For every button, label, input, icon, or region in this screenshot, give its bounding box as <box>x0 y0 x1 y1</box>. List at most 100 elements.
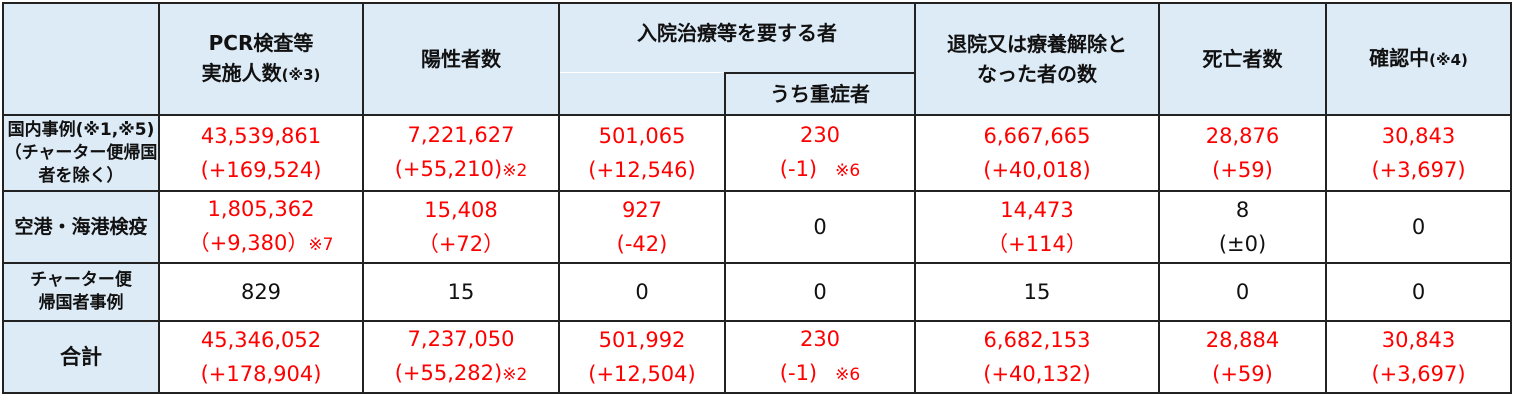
cell-delta: (+169,524) <box>161 153 361 187</box>
header-hospital-spacer <box>559 73 726 116</box>
cell-delta: （+72） <box>365 227 557 261</box>
cell-value: 28,876 <box>1205 124 1280 148</box>
cell-note: ※2 <box>502 365 528 385</box>
cell-delta-text: （+9,380） <box>188 231 309 255</box>
header-pcr-line1: PCR検査等 <box>208 31 314 55</box>
cell-value: 43,539,861 <box>200 124 322 148</box>
cell-discharged: 6,667,665 (+40,018) <box>914 114 1160 192</box>
header-discharged: 退院又は療養解除と なった者の数 <box>914 2 1160 116</box>
cell-delta-text: (+3,697) <box>1371 362 1466 386</box>
cell-delta: （+9,380）※7 <box>161 226 361 261</box>
cell-deaths: 0 <box>1158 262 1327 322</box>
row-label-line: チャーター便 <box>30 270 132 290</box>
cell-checking: 30,843 (+3,697) <box>1325 114 1512 192</box>
table-row: チャーター便 帰国者事例 829 15 0 0 15 0 0 <box>2 262 1512 322</box>
row-label-line: 者を除く） <box>38 165 124 186</box>
cell-value: 230 <box>799 327 841 351</box>
cell-delta-text: （+72） <box>417 232 505 256</box>
cell-value: 45,346,052 <box>200 328 322 352</box>
header-pcr-text: 実施人数 <box>201 61 282 85</box>
cell-positive: 15 <box>362 262 560 322</box>
cell-delta: (+40,018) <box>917 153 1157 187</box>
cell-checking: 30,843 (+3,697) <box>1325 320 1512 394</box>
cell-delta: (+12,504) <box>561 357 723 391</box>
cell-deaths: 28,884 (+59) <box>1158 320 1327 394</box>
cell-delta-text: (+3,697) <box>1371 158 1466 182</box>
cell-discharged: 15 <box>914 262 1160 322</box>
cell-delta: (-1) ※6 <box>727 356 913 391</box>
cell-severe: 0 <box>724 262 916 322</box>
cell-delta: (±0) <box>1161 227 1324 261</box>
row-label-line: 国内事例(※1,※5) <box>7 119 155 140</box>
row-label: 空港・海港検疫 <box>2 190 160 264</box>
cell-value: 15 <box>1023 280 1051 304</box>
header-checking-text: 確認中 <box>1369 46 1430 70</box>
cell-hospital: 0 <box>558 262 726 322</box>
cell-value: 15,408 <box>424 198 498 222</box>
row-label: チャーター便 帰国者事例 <box>2 262 160 322</box>
cell-delta: (+3,697) <box>1328 357 1509 391</box>
cell-positive: 7,221,627 (+55,210)※2 <box>362 114 560 192</box>
cell-positive: 7,237,050 (+55,282)※2 <box>362 320 560 394</box>
cell-delta-text: (+178,904) <box>200 362 322 386</box>
cell-delta: (+59) <box>1161 357 1324 391</box>
cell-value: 0 <box>1411 215 1426 239</box>
cell-pcr: 1,805,362 （+9,380）※7 <box>158 190 364 264</box>
cell-value: 0 <box>1411 280 1426 304</box>
cell-value: 6,682,153 <box>983 328 1091 352</box>
header-discharged-line2: なった者の数 <box>977 62 1097 86</box>
cell-value: 829 <box>240 280 282 304</box>
cell-value: 6,667,665 <box>983 124 1091 148</box>
cell-pcr: 43,539,861 (+169,524) <box>158 114 364 192</box>
cell-value: 501,065 <box>598 124 686 148</box>
corner-header <box>2 2 160 116</box>
cell-severe: 0 <box>724 190 916 264</box>
cell-delta: (-42) <box>561 227 723 261</box>
header-discharged-line1: 退院又は療養解除と <box>947 32 1127 56</box>
cell-discharged: 6,682,153 (+40,132) <box>914 320 1160 394</box>
cell-value: 0 <box>635 280 649 304</box>
header-severe: うち重症者 <box>724 72 916 116</box>
header-pcr-note: (※3) <box>281 66 321 84</box>
cell-note: ※7 <box>308 235 334 255</box>
cell-delta-text: (-1) <box>779 361 818 385</box>
cell-hospital: 501,992 (+12,504) <box>558 320 726 394</box>
header-pcr: PCR検査等 実施人数(※3) <box>158 2 364 116</box>
cell-value: 0 <box>813 280 827 304</box>
cell-delta-text: (+55,282) <box>394 361 503 385</box>
row-label-line: 帰国者事例 <box>38 293 124 313</box>
row-label: 合計 <box>2 320 160 394</box>
cell-delta-text: (+55,210) <box>394 157 503 181</box>
cell-note: ※6 <box>835 365 861 385</box>
table-row: 国内事例(※1,※5) （チャーター便帰国 者を除く） 43,539,861 (+169… <box>2 114 1512 192</box>
cell-delta: (-1) ※6 <box>727 152 913 188</box>
cell-value: 7,221,627 <box>407 123 515 147</box>
cell-delta-text: (+59) <box>1212 362 1273 386</box>
header-pcr-line2: 実施人数(※3) <box>161 58 361 90</box>
cell-delta: (+178,904) <box>161 357 361 391</box>
header-checking: 確認中(※4) <box>1325 2 1512 116</box>
cell-severe: 230 (-1) ※6 <box>724 320 916 394</box>
row-label: 国内事例(※1,※5) （チャーター便帰国 者を除く） <box>2 114 160 192</box>
cell-value: 8 <box>1235 198 1250 222</box>
cell-delta: (+55,282)※2 <box>365 356 557 391</box>
cell-value: 1,805,362 <box>207 197 315 221</box>
row-label-line: 合計 <box>60 344 102 369</box>
cell-value: 14,473 <box>1000 198 1074 222</box>
cell-note: ※2 <box>502 161 528 181</box>
header-deaths: 死亡者数 <box>1158 2 1327 116</box>
cell-value: 927 <box>621 198 663 222</box>
cell-hospital: 501,065 (+12,546) <box>558 114 726 192</box>
cell-delta: (+55,210)※2 <box>365 152 557 188</box>
cell-delta-text: (-1) <box>779 157 818 181</box>
cell-delta-text: (+40,132) <box>983 362 1091 386</box>
cell-value: 0 <box>813 215 827 239</box>
cell-value: 30,843 <box>1381 328 1456 352</box>
cell-delta-text: (+59) <box>1212 158 1273 182</box>
row-label-line: （チャーター便帰国 <box>4 142 158 163</box>
header-hospital: 入院治療等を要する者 <box>558 2 916 73</box>
cell-severe: 230 (-1) ※6 <box>724 114 916 192</box>
cell-delta: (+40,132) <box>917 357 1157 391</box>
cell-delta-text: (±0) <box>1218 232 1267 256</box>
row-label-line: 空港・海港検疫 <box>14 215 148 238</box>
